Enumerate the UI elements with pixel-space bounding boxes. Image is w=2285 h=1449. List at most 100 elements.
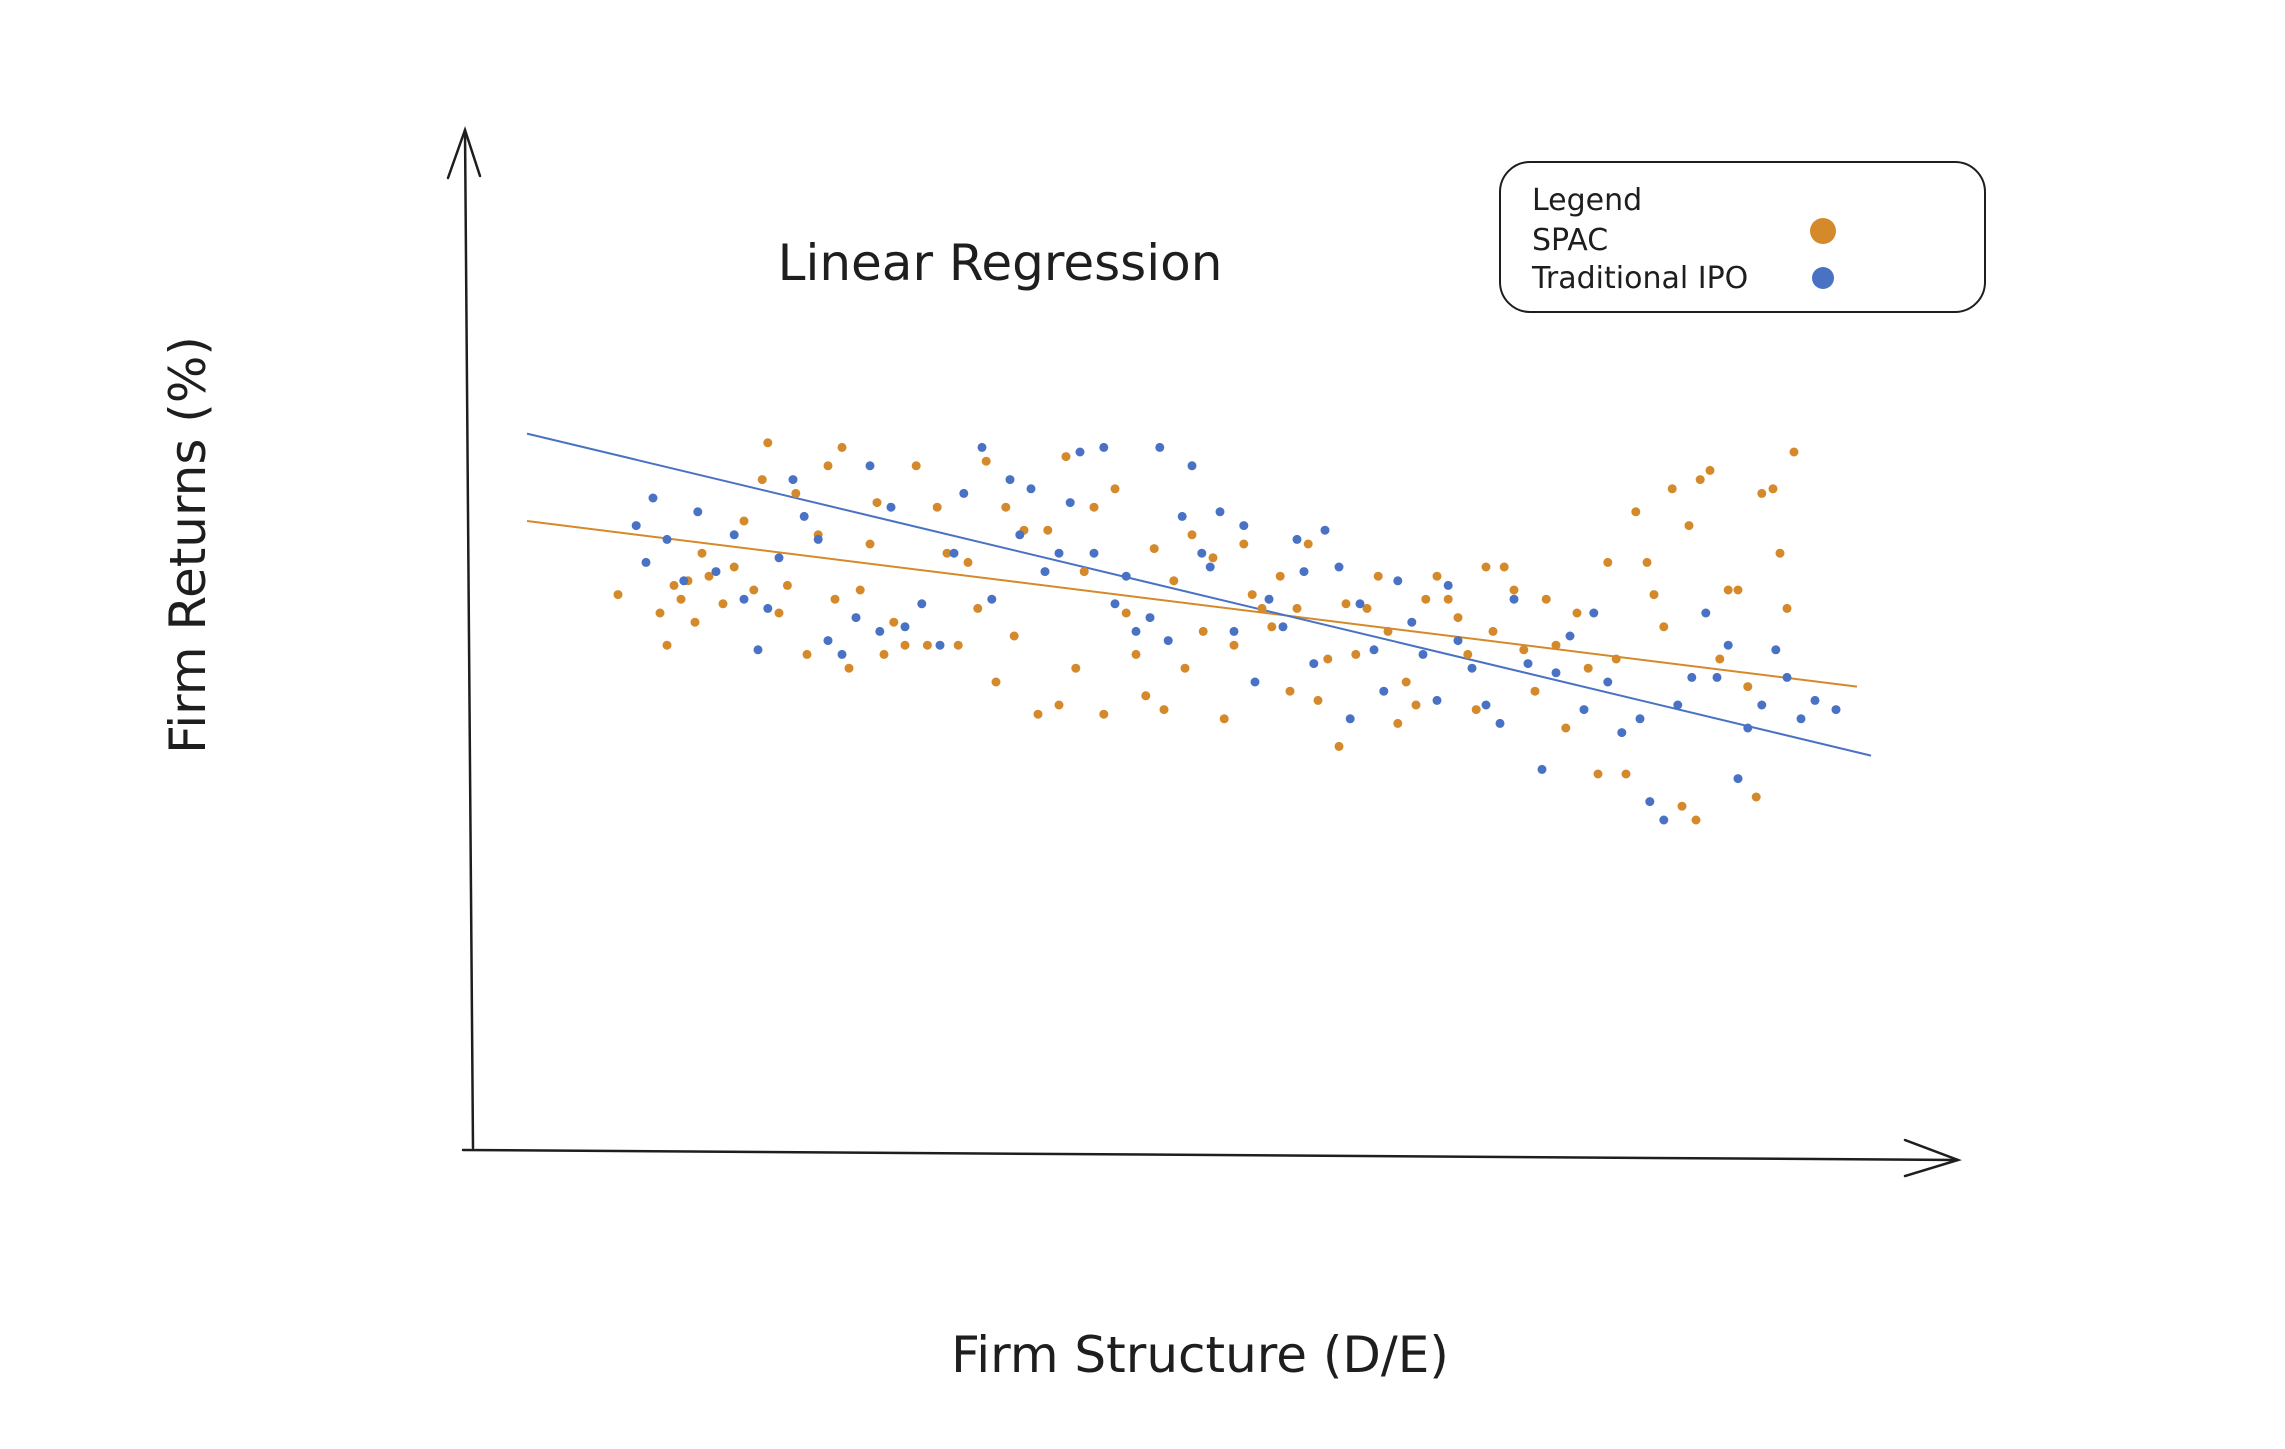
data-point-spac: [697, 548, 707, 558]
data-point-traditional-ipo: [1418, 649, 1428, 659]
data-point-traditional-ipo: [1757, 700, 1767, 710]
data-point-traditional-ipo: [1250, 677, 1260, 687]
data-point-traditional-ipo: [900, 622, 910, 632]
data-point-spac: [1169, 576, 1179, 586]
data-point-traditional-ipo: [1005, 475, 1015, 485]
legend-swatch-traditional-ipo: [1812, 267, 1834, 289]
data-point-spac: [1695, 475, 1705, 485]
data-point-spac: [655, 608, 665, 618]
data-point-spac: [757, 475, 767, 485]
data-point-spac: [1684, 521, 1694, 531]
data-point-traditional-ipo: [1743, 723, 1753, 733]
data-point-spac: [676, 594, 686, 604]
data-point-traditional-ipo: [977, 442, 987, 452]
data-point-traditional-ipo: [1205, 562, 1215, 572]
data-point-traditional-ipo: [1603, 677, 1613, 687]
data-point-traditional-ipo: [1099, 442, 1109, 452]
data-point-traditional-ipo: [1054, 548, 1064, 558]
data-point-spac: [1705, 465, 1715, 475]
data-point-spac: [1401, 677, 1411, 687]
data-point-spac: [963, 557, 973, 567]
data-point-spac: [1159, 705, 1169, 715]
data-point-spac: [704, 571, 714, 581]
data-point-spac: [662, 640, 672, 650]
data-point-spac: [1541, 594, 1551, 604]
data-point-traditional-ipo: [739, 594, 749, 604]
data-point-spac: [1110, 484, 1120, 494]
data-point-traditional-ipo: [1481, 700, 1491, 710]
y-axis-arrowhead: [446, 126, 482, 180]
data-point-traditional-ipo: [788, 475, 798, 485]
data-point-spac: [1757, 488, 1767, 498]
data-point-spac: [823, 461, 833, 471]
data-point-traditional-ipo: [631, 521, 641, 531]
data-point-spac: [1631, 507, 1641, 517]
data-point-traditional-ipo: [679, 576, 689, 586]
data-point-traditional-ipo: [763, 603, 773, 613]
data-point-spac: [1411, 700, 1421, 710]
data-point-spac: [1733, 585, 1743, 595]
data-point-traditional-ipo: [1299, 567, 1309, 577]
data-point-traditional-ipo: [1673, 700, 1683, 710]
data-point-spac: [1149, 544, 1159, 554]
data-point-spac: [613, 590, 623, 600]
data-point-spac: [1667, 484, 1677, 494]
x-axis-arrowhead: [1903, 1138, 1962, 1178]
data-point-traditional-ipo: [1733, 774, 1743, 784]
data-point-traditional-ipo: [1407, 617, 1417, 627]
data-point-traditional-ipo: [1467, 663, 1477, 673]
data-point-traditional-ipo: [1040, 567, 1050, 577]
data-point-traditional-ipo: [1334, 562, 1344, 572]
data-point-traditional-ipo: [1264, 594, 1274, 604]
data-point-spac: [1239, 539, 1249, 549]
data-point-traditional-ipo: [1523, 659, 1533, 669]
data-point-spac: [1033, 709, 1043, 719]
data-point-traditional-ipo: [1537, 764, 1547, 774]
data-point-spac: [774, 608, 784, 618]
data-point-spac: [1292, 603, 1302, 613]
data-point-spac: [1621, 769, 1631, 779]
data-point-traditional-ipo: [1453, 636, 1463, 646]
regression-line-spac: [526, 520, 1858, 688]
data-point-spac: [1443, 594, 1453, 604]
data-point-traditional-ipo: [1589, 608, 1599, 618]
data-point-traditional-ipo: [1393, 576, 1403, 586]
data-points: [613, 438, 1841, 825]
data-point-traditional-ipo: [875, 626, 885, 636]
data-point-spac: [1313, 695, 1323, 705]
data-point-traditional-ipo: [641, 557, 651, 567]
data-point-traditional-ipo: [1579, 705, 1589, 715]
data-point-spac: [865, 539, 875, 549]
data-point-traditional-ipo: [1701, 608, 1711, 618]
data-point-spac: [879, 649, 889, 659]
data-point-spac: [1257, 603, 1267, 613]
data-point-spac: [1089, 502, 1099, 512]
data-point-traditional-ipo: [1065, 498, 1075, 508]
data-point-traditional-ipo: [1229, 626, 1239, 636]
legend-entry-traditional-ipo: Traditional IPO: [1531, 261, 1748, 296]
data-point-spac: [1079, 567, 1089, 577]
data-point-spac: [973, 603, 983, 613]
data-point-traditional-ipo: [1239, 521, 1249, 531]
data-point-spac: [1782, 603, 1792, 613]
data-point-spac: [763, 438, 773, 448]
data-point-spac: [1421, 594, 1431, 604]
data-point-traditional-ipo: [1369, 645, 1379, 655]
data-point-traditional-ipo: [1635, 714, 1645, 724]
data-point-spac: [1229, 640, 1239, 650]
data-point-spac: [991, 677, 1001, 687]
data-point-traditional-ipo: [1163, 636, 1173, 646]
data-point-spac: [1463, 649, 1473, 659]
data-point-spac: [1751, 792, 1761, 802]
data-point-traditional-ipo: [935, 640, 945, 650]
data-point-spac: [1691, 815, 1701, 825]
legend-title: Legend: [1532, 183, 1642, 218]
data-point-spac: [791, 488, 801, 498]
data-point-spac: [1219, 714, 1229, 724]
data-point-spac: [981, 456, 991, 466]
data-point-spac: [844, 663, 854, 673]
data-point-spac: [1561, 723, 1571, 733]
data-point-spac: [1775, 548, 1785, 558]
data-point-traditional-ipo: [799, 511, 809, 521]
